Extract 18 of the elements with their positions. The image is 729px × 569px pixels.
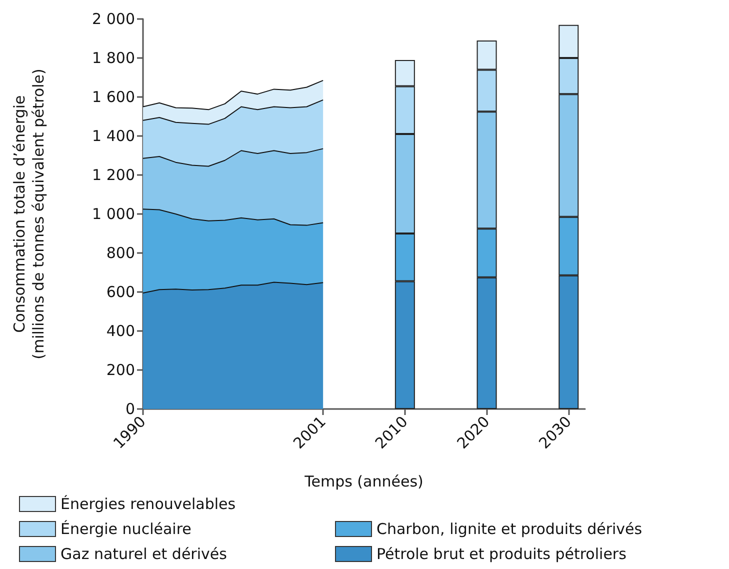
- y-tick-label: 200: [106, 361, 135, 379]
- y-tick-label: 1 600: [92, 88, 135, 106]
- legend-label: Charbon, lignite et produits dérivés: [376, 520, 642, 538]
- y-tick-label: 600: [106, 283, 135, 301]
- y-tick-label: 400: [106, 322, 135, 340]
- legend-label: Énergies renouvelables: [60, 495, 236, 513]
- y-tick-label: 800: [106, 244, 135, 262]
- legend-label: Énergie nucléaire: [60, 520, 192, 538]
- y-tick-label: 1 800: [92, 49, 135, 67]
- y-tick-label: 0: [125, 400, 135, 418]
- y-tick-label: 1 200: [92, 166, 135, 184]
- legend-label: Pétrole brut et produits pétroliers: [376, 545, 627, 563]
- y-tick-label: 1 400: [92, 127, 135, 145]
- y-tick-label: 2 000: [92, 10, 135, 28]
- x-axis-title: Temps (années): [304, 472, 424, 490]
- y-tick-label: 1 000: [92, 205, 135, 223]
- y-axis-title: Consommation totale d’énergie (millions de tonnes équivalent pétrole): [10, 68, 48, 360]
- legend-label: Gaz naturel et dérivés: [60, 545, 228, 563]
